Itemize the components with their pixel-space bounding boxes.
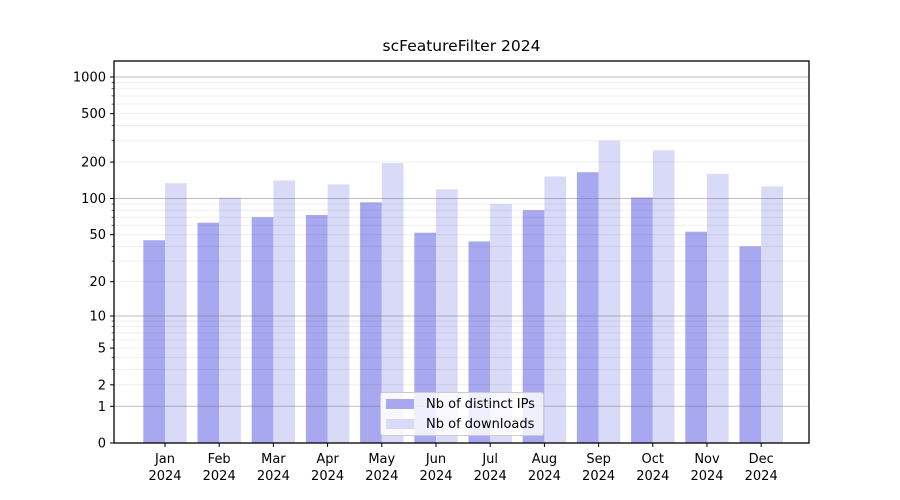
- bar-downloads-may: [381, 163, 404, 443]
- x-tick-label-year: 2024: [745, 469, 778, 484]
- legend-swatch-distinct-ips: [386, 399, 414, 409]
- x-tick-label-year: 2024: [311, 469, 344, 484]
- y-tick-label: 2: [98, 378, 106, 393]
- bar-distinct-ips-feb: [197, 222, 220, 443]
- x-tick-label-month: May: [368, 452, 395, 467]
- x-tick-label-year: 2024: [203, 469, 236, 484]
- x-tick-label-year: 2024: [690, 469, 723, 484]
- legend-item-downloads: Nb of downloads: [386, 415, 543, 433]
- bar-distinct-ips-oct: [631, 197, 653, 443]
- bar-distinct-ips-nov: [685, 231, 707, 443]
- x-tick-label-month: Oct: [642, 452, 664, 467]
- y-tick-label: 0: [98, 437, 106, 452]
- bar-distinct-ips-mar: [251, 217, 274, 443]
- x-tick-label-month: Jan: [154, 452, 175, 467]
- bar-downloads-jul: [490, 204, 512, 443]
- x-tick-label-month: Aug: [532, 452, 557, 467]
- bar-downloads-aug: [544, 176, 567, 443]
- bar-downloads-sep: [598, 140, 621, 443]
- x-tick-label-month: Nov: [694, 452, 720, 467]
- x-tick-label-year: 2024: [148, 469, 181, 484]
- x-tick-label-year: 2024: [636, 469, 669, 484]
- x-tick-label-year: 2024: [257, 469, 290, 484]
- y-tick-label: 200: [81, 156, 106, 171]
- bar-distinct-ips-jan: [143, 240, 165, 443]
- y-tick-label: 500: [81, 107, 106, 122]
- y-tick-label: 1: [98, 400, 106, 415]
- x-tick-label-month: Mar: [261, 452, 286, 467]
- plot-frame: [113, 60, 810, 444]
- x-tick-label-month: Sep: [586, 452, 611, 467]
- x-tick-label-year: 2024: [528, 469, 561, 484]
- bar-distinct-ips-apr: [305, 215, 328, 443]
- bar-downloads-jan: [165, 183, 187, 443]
- bar-downloads-apr: [327, 184, 350, 443]
- bar-distinct-ips-jun: [414, 232, 436, 443]
- x-tick-label-month: Dec: [749, 452, 774, 467]
- bar-downloads-feb: [219, 197, 241, 443]
- x-tick-label-month: Feb: [208, 452, 231, 467]
- y-tick-label: 1000: [73, 71, 106, 86]
- x-tick-label-year: 2024: [582, 469, 615, 484]
- bar-downloads-oct: [652, 150, 675, 444]
- legend: Nb of distinct IPs Nb of downloads: [380, 392, 544, 436]
- y-tick-label: 100: [81, 192, 106, 207]
- chart-title: scFeatureFilter 2024: [382, 37, 541, 55]
- bar-downloads-nov: [707, 173, 729, 444]
- bar-distinct-ips-aug: [522, 210, 545, 443]
- bar-distinct-ips-dec: [739, 246, 762, 443]
- legend-item-distinct-ips: Nb of distinct IPs: [386, 395, 543, 413]
- bar-distinct-ips-sep: [576, 172, 599, 443]
- legend-label-distinct-ips: Nb of distinct IPs: [426, 396, 535, 412]
- x-tick-label-year: 2024: [365, 469, 398, 484]
- bar-distinct-ips-may: [360, 202, 382, 443]
- legend-label-downloads: Nb of downloads: [426, 416, 535, 432]
- y-tick-label: 50: [89, 228, 106, 243]
- bar-downloads-jun: [436, 189, 458, 443]
- x-tick-label-month: Jun: [425, 452, 446, 467]
- bar-downloads-mar: [273, 180, 296, 443]
- x-tick-label-year: 2024: [474, 469, 507, 484]
- x-tick-label-month: Apr: [316, 452, 339, 467]
- x-tick-label-month: Jul: [481, 452, 498, 467]
- y-tick-label: 10: [89, 310, 106, 325]
- x-tick-label-year: 2024: [419, 469, 452, 484]
- y-tick-label: 5: [98, 342, 106, 357]
- legend-swatch-downloads: [386, 419, 414, 429]
- bar-downloads-dec: [761, 186, 783, 443]
- y-tick-label: 20: [89, 275, 106, 290]
